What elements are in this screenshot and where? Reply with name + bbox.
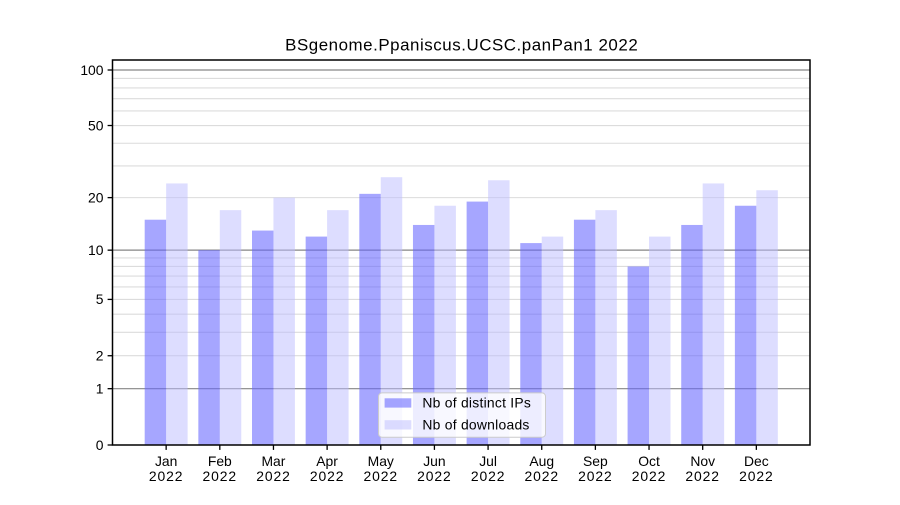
svg-text:Dec: Dec xyxy=(744,453,769,469)
svg-text:Sep: Sep xyxy=(583,453,608,469)
svg-text:Jul: Jul xyxy=(479,453,497,469)
svg-text:2022: 2022 xyxy=(149,468,184,484)
svg-text:Nb of distinct IPs: Nb of distinct IPs xyxy=(422,395,531,411)
svg-text:2022: 2022 xyxy=(203,468,238,484)
svg-text:2022: 2022 xyxy=(632,468,667,484)
svg-text:Jan: Jan xyxy=(155,453,177,469)
svg-text:20: 20 xyxy=(88,189,104,205)
svg-text:10: 10 xyxy=(88,242,104,258)
svg-text:2022: 2022 xyxy=(364,468,399,484)
svg-text:Oct: Oct xyxy=(638,453,660,469)
svg-text:2022: 2022 xyxy=(256,468,291,484)
svg-text:100: 100 xyxy=(80,62,103,78)
svg-text:Aug: Aug xyxy=(529,453,554,469)
svg-text:Nov: Nov xyxy=(690,453,715,469)
svg-text:2022: 2022 xyxy=(471,468,506,484)
svg-text:2022: 2022 xyxy=(578,468,613,484)
svg-text:50: 50 xyxy=(88,117,104,133)
svg-text:Feb: Feb xyxy=(208,453,232,469)
svg-text:0: 0 xyxy=(96,437,104,453)
svg-text:5: 5 xyxy=(96,291,104,307)
svg-text:May: May xyxy=(368,453,394,469)
svg-text:2022: 2022 xyxy=(524,468,559,484)
svg-text:BSgenome.Ppaniscus.UCSC.panPan: BSgenome.Ppaniscus.UCSC.panPan1 2022 xyxy=(285,36,638,55)
svg-text:1: 1 xyxy=(96,380,104,396)
svg-text:Apr: Apr xyxy=(316,453,338,469)
svg-text:2022: 2022 xyxy=(685,468,720,484)
svg-text:Jun: Jun xyxy=(423,453,445,469)
svg-text:Mar: Mar xyxy=(261,453,285,469)
svg-text:2022: 2022 xyxy=(310,468,345,484)
svg-text:2: 2 xyxy=(96,348,104,364)
svg-text:2022: 2022 xyxy=(739,468,774,484)
svg-text:2022: 2022 xyxy=(417,468,452,484)
svg-text:Nb of downloads: Nb of downloads xyxy=(422,417,529,433)
